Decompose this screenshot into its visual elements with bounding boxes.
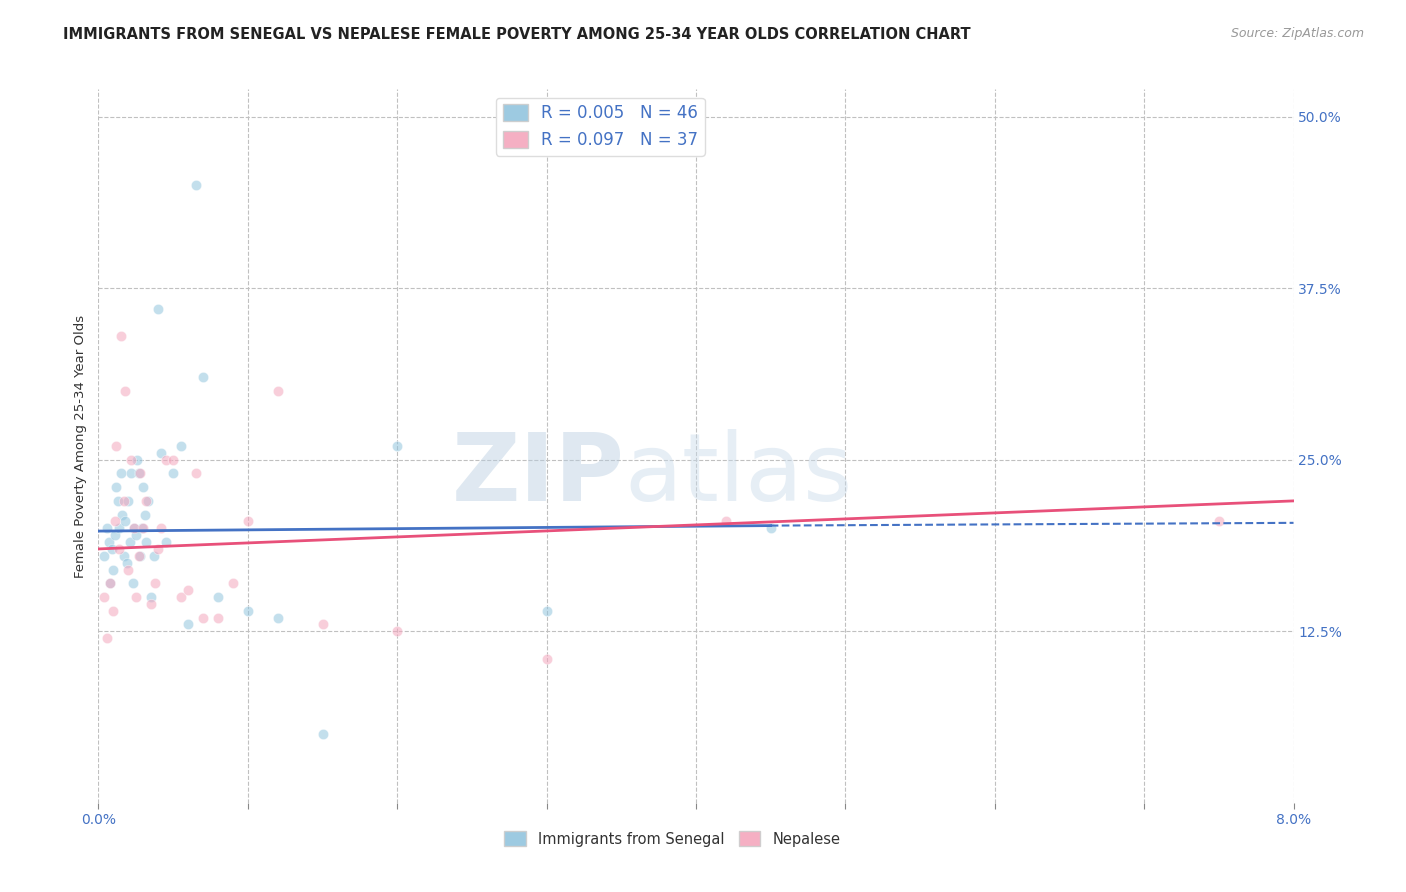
Point — [143, 576, 166, 591]
Point — [108, 541, 131, 556]
Point — [98, 576, 122, 591]
Point — [96, 631, 118, 645]
Point — [104, 515, 127, 529]
Point — [105, 439, 128, 453]
Point — [191, 370, 214, 384]
Point — [267, 610, 290, 624]
Point — [191, 610, 214, 624]
Point — [148, 541, 170, 556]
Point — [236, 604, 259, 618]
Point — [136, 494, 159, 508]
Point — [114, 384, 136, 398]
Point — [132, 521, 155, 535]
Point — [110, 329, 132, 343]
Point — [536, 604, 558, 618]
Text: ZIP: ZIP — [451, 428, 624, 521]
Point — [184, 467, 207, 481]
Point — [108, 521, 131, 535]
Point — [169, 590, 191, 604]
Point — [120, 467, 142, 481]
Point — [177, 583, 200, 598]
Point — [127, 452, 149, 467]
Point — [267, 384, 290, 398]
Point — [142, 549, 165, 563]
Point — [162, 452, 184, 467]
Point — [117, 494, 139, 508]
Point — [132, 480, 155, 494]
Point — [112, 494, 135, 508]
Point — [184, 178, 207, 193]
Point — [125, 528, 148, 542]
Point — [105, 480, 128, 494]
Point — [759, 521, 782, 535]
Point — [117, 562, 139, 576]
Point — [101, 541, 124, 556]
Point — [129, 549, 152, 563]
Text: atlas: atlas — [624, 428, 852, 521]
Point — [1208, 515, 1230, 529]
Point — [128, 467, 150, 481]
Point — [96, 521, 118, 535]
Point — [112, 549, 135, 563]
Point — [222, 576, 245, 591]
Point — [385, 439, 409, 453]
Point — [103, 562, 125, 576]
Legend: Immigrants from Senegal, Nepalese: Immigrants from Senegal, Nepalese — [498, 825, 846, 853]
Point — [121, 576, 143, 591]
Point — [111, 508, 134, 522]
Point — [135, 535, 157, 549]
Point — [714, 515, 737, 529]
Point — [150, 521, 173, 535]
Point — [104, 528, 127, 542]
Point — [114, 515, 136, 529]
Point — [93, 549, 115, 563]
Point — [120, 452, 142, 467]
Point — [385, 624, 409, 639]
Point — [162, 467, 184, 481]
Point — [169, 439, 191, 453]
Point — [207, 610, 229, 624]
Point — [118, 535, 141, 549]
Point — [134, 508, 156, 522]
Text: Source: ZipAtlas.com: Source: ZipAtlas.com — [1230, 27, 1364, 40]
Point — [150, 446, 173, 460]
Point — [115, 556, 138, 570]
Point — [177, 617, 200, 632]
Point — [107, 494, 129, 508]
Point — [536, 651, 558, 665]
Text: IMMIGRANTS FROM SENEGAL VS NEPALESE FEMALE POVERTY AMONG 25-34 YEAR OLDS CORRELA: IMMIGRANTS FROM SENEGAL VS NEPALESE FEMA… — [63, 27, 972, 42]
Y-axis label: Female Poverty Among 25-34 Year Olds: Female Poverty Among 25-34 Year Olds — [75, 315, 87, 577]
Point — [98, 576, 122, 591]
Point — [124, 521, 146, 535]
Point — [139, 597, 162, 611]
Point — [129, 467, 152, 481]
Point — [97, 535, 120, 549]
Point — [110, 467, 132, 481]
Point — [125, 590, 148, 604]
Point — [311, 727, 333, 741]
Point — [139, 590, 162, 604]
Point — [103, 604, 125, 618]
Point — [148, 301, 170, 316]
Point — [236, 515, 259, 529]
Point — [155, 535, 177, 549]
Point — [155, 452, 177, 467]
Point — [311, 617, 333, 632]
Point — [128, 549, 150, 563]
Point — [124, 521, 146, 535]
Point — [131, 521, 153, 535]
Point — [207, 590, 229, 604]
Point — [93, 590, 115, 604]
Point — [135, 494, 157, 508]
